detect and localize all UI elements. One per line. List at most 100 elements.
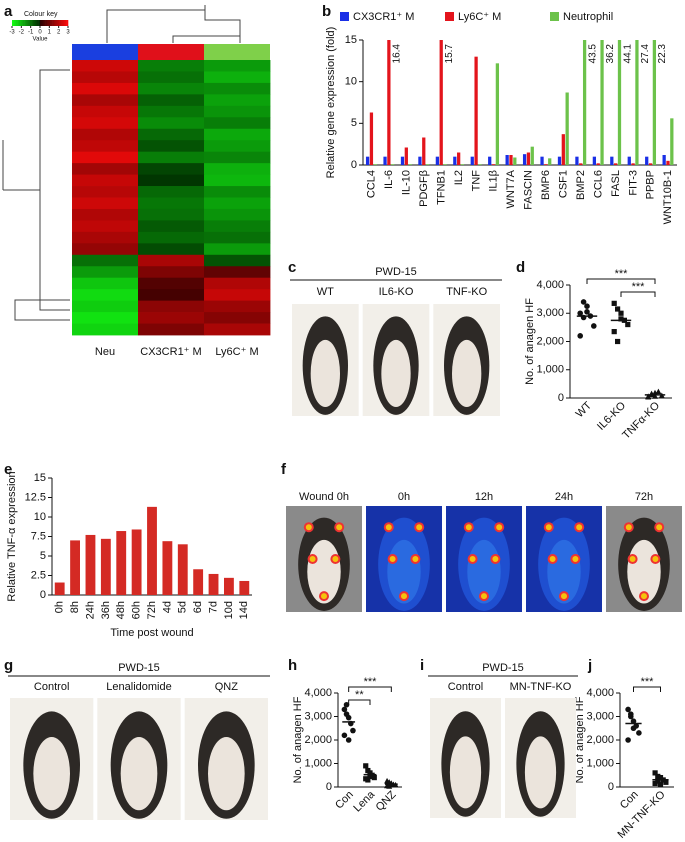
bar [435, 156, 440, 165]
bar [208, 573, 219, 595]
x-tick-label: IL-6 [383, 170, 395, 189]
bar [383, 156, 387, 165]
significance-bracket [620, 291, 656, 297]
heatmap-cell [204, 323, 271, 336]
heatmap-cell [138, 231, 205, 244]
heatmap-cell [204, 186, 271, 198]
y-tick-label: 2.5 [31, 569, 46, 581]
point [655, 778, 661, 784]
x-tick-label: CCL4 [366, 170, 378, 198]
point [663, 779, 669, 785]
point [655, 773, 661, 780]
bar [425, 164, 430, 165]
heatmap-cell [138, 312, 205, 324]
x-tick-label: FIT-3 [627, 170, 639, 196]
y-tick-label: 12.5 [25, 491, 46, 503]
heatmap-cell [72, 163, 139, 175]
heatmap-cell [138, 105, 205, 118]
y-tick-label: 4,000 [536, 279, 564, 291]
colorbar-tick-label: 0 [38, 30, 42, 36]
heatmap-cell [72, 254, 139, 267]
colorbar-swatch [27, 20, 30, 26]
signal-spot [490, 554, 501, 564]
point [618, 310, 624, 316]
bar [579, 163, 583, 165]
significance-bracket [586, 278, 656, 284]
colorbar-swatch [52, 20, 55, 26]
colorbar-swatch [44, 20, 46, 26]
point [628, 711, 634, 717]
colorbar-swatch [62, 20, 65, 26]
heatmap-cell [72, 208, 139, 221]
heatmap-cell [72, 60, 139, 72]
bar [478, 164, 482, 165]
heatmap-cell [72, 71, 139, 84]
bar [131, 529, 142, 595]
panel-letter: a [4, 3, 13, 20]
dendrogram [2, 5, 241, 321]
heatmap-cell [204, 82, 271, 95]
significance-label: *** [632, 281, 646, 293]
point [636, 730, 642, 736]
y-tick-label: 3,000 [536, 307, 564, 319]
bar [439, 40, 443, 165]
heatmap-cell [138, 140, 205, 153]
x-tick-label: 60h [131, 601, 143, 619]
point [652, 770, 658, 776]
colorbar-swatch [38, 20, 41, 26]
colorbar-swatch [23, 20, 25, 26]
heatmap-cell [204, 71, 271, 84]
signal-spot [574, 522, 585, 533]
signal-spot [543, 522, 554, 533]
x-tick-label: WNT10B-1 [662, 170, 674, 224]
heatmap-cell [72, 323, 139, 336]
bar [54, 582, 65, 595]
bar [596, 163, 600, 165]
point [584, 309, 590, 315]
x-tick-label: FASCIN [523, 170, 535, 210]
bar [418, 156, 422, 165]
colorbar-swatch [56, 20, 59, 26]
colorbar-swatch [34, 20, 37, 26]
value-label: 43.5 [587, 44, 598, 64]
signal-spot [623, 522, 634, 533]
colorbar-swatch [30, 20, 32, 26]
point [577, 333, 583, 339]
heatmap-cell [72, 105, 139, 118]
x-tick-label: CCL6 [592, 170, 604, 198]
heatmap-cell [204, 289, 271, 302]
bar [592, 156, 597, 165]
point [591, 323, 597, 329]
signal-spot [494, 522, 505, 533]
x-tick-label: 5d [177, 601, 189, 613]
point [577, 310, 583, 317]
bar [600, 40, 604, 165]
heatmap-cell [138, 174, 205, 187]
bar [400, 156, 405, 165]
heatmap-cell [204, 266, 271, 279]
heatmap-cell [204, 128, 271, 141]
point [645, 393, 652, 400]
legend-swatch [340, 12, 349, 21]
heatmap-cell [204, 105, 271, 118]
bar [495, 63, 500, 165]
x-axis-label: Time post wound [110, 627, 193, 639]
colorbar-tick-label: -2 [19, 30, 25, 36]
heatmap-cell [138, 71, 205, 84]
heatmap-cell [204, 243, 271, 256]
signal-spot [319, 591, 329, 602]
bar [645, 156, 649, 165]
heatmap-cell [204, 208, 271, 221]
colorbar-swatch [40, 20, 42, 26]
bar [474, 56, 478, 165]
colorbar-swatch [14, 20, 17, 26]
colorbar-label: Value [33, 37, 49, 43]
x-tick-label: 7d [207, 601, 219, 613]
bar [387, 40, 391, 165]
x-tick-label: 72h [146, 601, 158, 619]
y-tick-label: 3,000 [304, 710, 332, 722]
panel-letter: c [288, 259, 296, 276]
point [625, 737, 631, 743]
bar [627, 156, 631, 165]
point [341, 732, 348, 739]
